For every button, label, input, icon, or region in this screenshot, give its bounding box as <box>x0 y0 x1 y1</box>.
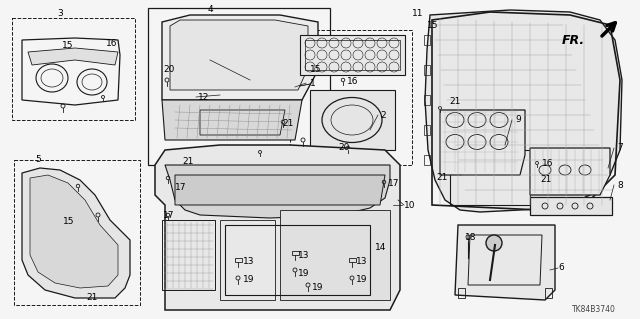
Text: 1: 1 <box>310 79 316 88</box>
Text: 3: 3 <box>57 10 63 19</box>
Text: 21: 21 <box>436 174 447 182</box>
Polygon shape <box>175 175 385 205</box>
Polygon shape <box>155 145 400 310</box>
Text: 15: 15 <box>63 218 74 226</box>
Text: 2: 2 <box>380 110 386 120</box>
Text: 15: 15 <box>310 65 321 75</box>
Text: TK84B3740: TK84B3740 <box>572 306 616 315</box>
Polygon shape <box>30 175 118 288</box>
Text: 15: 15 <box>62 41 74 50</box>
Polygon shape <box>440 110 525 175</box>
Text: 4: 4 <box>207 5 213 14</box>
Circle shape <box>486 235 502 251</box>
Text: 13: 13 <box>243 257 255 266</box>
Text: 20: 20 <box>339 144 350 152</box>
Text: 15: 15 <box>426 20 438 29</box>
Polygon shape <box>162 15 318 100</box>
Text: 16: 16 <box>542 159 554 167</box>
Polygon shape <box>22 168 130 298</box>
Polygon shape <box>310 90 395 150</box>
Text: 21: 21 <box>449 98 460 107</box>
Text: 21: 21 <box>540 175 552 184</box>
Text: 11: 11 <box>412 10 424 19</box>
Polygon shape <box>455 225 555 300</box>
Text: 17: 17 <box>163 211 175 219</box>
Text: 19: 19 <box>312 284 323 293</box>
Text: FR.: FR. <box>562 33 585 47</box>
Text: 21: 21 <box>182 158 193 167</box>
Bar <box>12 18 135 120</box>
Bar <box>290 30 412 165</box>
Text: 13: 13 <box>356 257 367 266</box>
Text: 13: 13 <box>298 250 310 259</box>
Bar <box>148 8 330 165</box>
Text: 19: 19 <box>356 276 367 285</box>
Bar <box>14 160 140 305</box>
Text: 12: 12 <box>198 93 209 101</box>
Polygon shape <box>170 20 308 90</box>
Polygon shape <box>530 197 612 215</box>
Bar <box>291 251 298 255</box>
Text: 17: 17 <box>388 179 399 188</box>
Bar <box>349 258 355 262</box>
Text: 21: 21 <box>86 293 97 302</box>
Polygon shape <box>280 210 390 300</box>
Bar <box>450 150 530 205</box>
Text: 6: 6 <box>558 263 564 272</box>
Text: 18: 18 <box>465 234 477 242</box>
Text: 7: 7 <box>617 144 623 152</box>
Text: 21: 21 <box>282 120 293 129</box>
Polygon shape <box>28 48 118 65</box>
Bar <box>234 258 241 262</box>
Text: 8: 8 <box>617 181 623 189</box>
Polygon shape <box>530 148 610 195</box>
Text: 9: 9 <box>515 115 521 124</box>
Text: 19: 19 <box>298 269 310 278</box>
Text: 16: 16 <box>347 78 358 86</box>
Text: 17: 17 <box>175 183 186 192</box>
Polygon shape <box>162 100 302 140</box>
Text: 19: 19 <box>243 276 255 285</box>
Text: 16: 16 <box>106 39 118 48</box>
Polygon shape <box>300 35 405 75</box>
Polygon shape <box>425 10 622 212</box>
Text: 20: 20 <box>163 65 174 75</box>
Text: 5: 5 <box>35 155 41 165</box>
Text: 10: 10 <box>404 201 415 210</box>
Text: 14: 14 <box>375 243 387 253</box>
Polygon shape <box>165 165 390 218</box>
